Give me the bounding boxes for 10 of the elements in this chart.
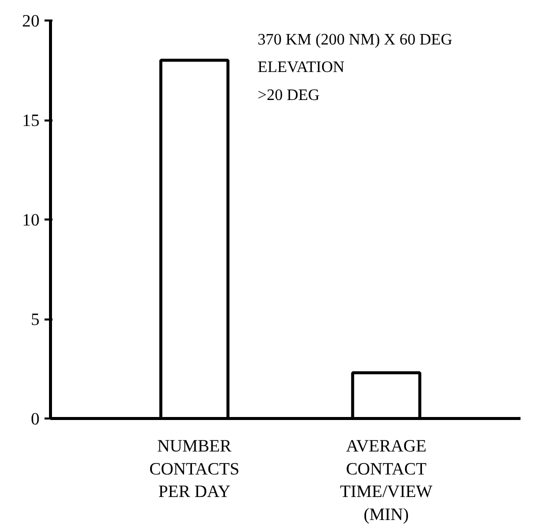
annotation: >20 DEG xyxy=(258,87,320,104)
y-tick-label: 5 xyxy=(30,310,40,329)
y-tick-label: 10 xyxy=(22,210,40,230)
x-tick-label: AVERAGE CONTACT TIME/VIEW (MIN) xyxy=(340,436,434,524)
y-tick-label: 15 xyxy=(22,111,40,130)
y-tick-label: 20 xyxy=(22,12,40,30)
x-tick-label: NUMBER CONTACTS PER DAY xyxy=(149,436,240,502)
annotation: ELEVATION xyxy=(258,59,345,76)
annotation: 370 KM (200 NM) X 60 DEG xyxy=(258,31,453,48)
y-tick-label: 0 xyxy=(30,410,40,428)
